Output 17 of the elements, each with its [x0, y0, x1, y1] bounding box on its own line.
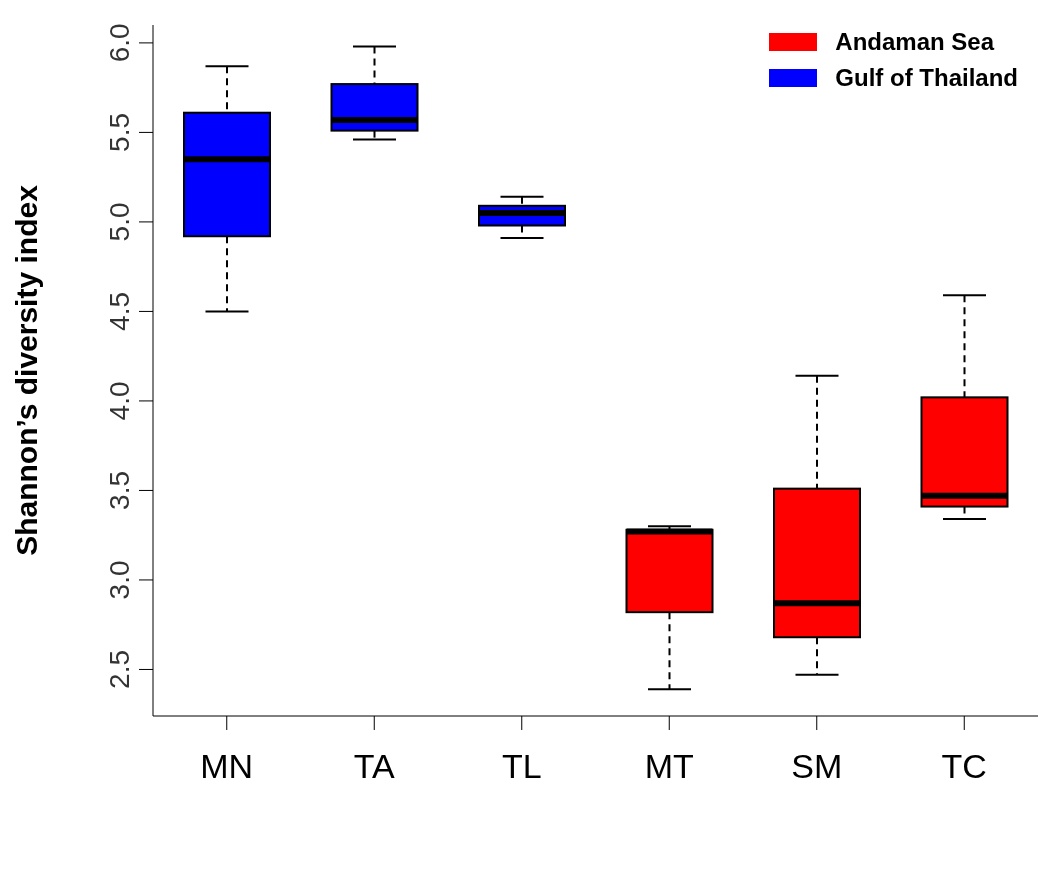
x-tick-label: TL: [501, 747, 542, 786]
y-tick-label: 3.0: [104, 560, 135, 600]
y-tick-label: 6.0: [104, 23, 135, 63]
y-tick-label: 4.5: [104, 291, 135, 331]
legend-label: Andaman Sea: [835, 28, 995, 56]
x-tick-label: TA: [353, 747, 396, 786]
y-tick-label: 5.0: [104, 202, 135, 242]
y-tick-label: 4.0: [104, 381, 135, 421]
x-tick-label: TC: [941, 747, 987, 786]
y-tick-label: 2.5: [104, 649, 135, 689]
x-tick-label: MT: [644, 747, 694, 786]
y-tick-label: 5.5: [104, 112, 135, 152]
legend-label: Gulf of Thailand: [835, 64, 1018, 92]
y-tick-label: 3.5: [104, 470, 135, 510]
y-axis-title: Shannon’s diversity index: [9, 184, 43, 556]
x-tick-label: SM: [791, 747, 843, 786]
x-tick-label: MN: [200, 747, 254, 786]
